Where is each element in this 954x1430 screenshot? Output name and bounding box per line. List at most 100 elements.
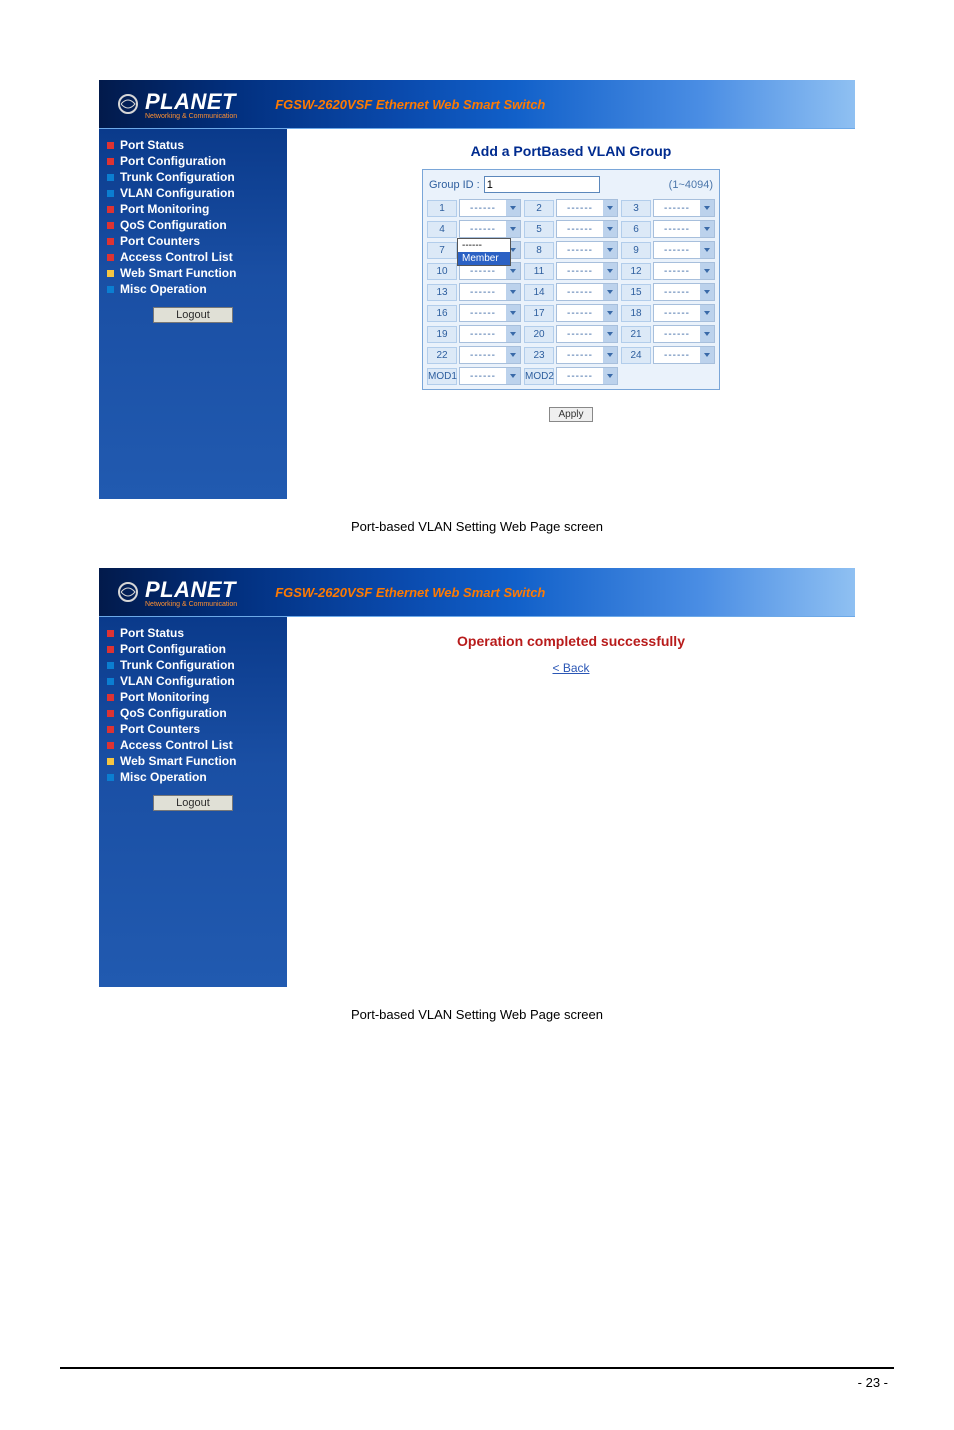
bullet-icon (107, 254, 114, 261)
product-name: FGSW-2620VSF Ethernet Web Smart Switch (275, 97, 545, 112)
chevron-down-icon (603, 242, 617, 258)
port-number-label: 20 (524, 326, 554, 343)
port-cell: 14------ (524, 283, 618, 301)
port-membership-select[interactable]: ------ (459, 220, 521, 238)
select-value: ------ (460, 371, 506, 382)
port-membership-select[interactable]: ------ (459, 304, 521, 322)
port-membership-select[interactable]: ------ (556, 325, 618, 343)
logout-button[interactable]: Logout (153, 307, 233, 323)
port-number-label: 23 (524, 347, 554, 364)
select-value: ------ (557, 329, 603, 340)
logout-button[interactable]: Logout (153, 795, 233, 811)
chevron-down-icon (506, 221, 520, 237)
port-membership-select[interactable]: ------ (556, 262, 618, 280)
sidebar-item-port-status[interactable]: Port Status (105, 625, 281, 641)
port-cell: 17------ (524, 304, 618, 322)
port-number-label: 7 (427, 242, 457, 259)
port-membership-select[interactable]: ------ (556, 346, 618, 364)
port-cell: 3------ (621, 199, 715, 217)
port-membership-select[interactable]: ------ (556, 220, 618, 238)
sidebar-item-qos-configuration[interactable]: QoS Configuration (105, 705, 281, 721)
sidebar-item-trunk-configuration[interactable]: Trunk Configuration (105, 169, 281, 185)
screenshot-vlan-success: PLANET Networking & Communication FGSW-2… (99, 568, 855, 987)
port-membership-select[interactable]: ------ (653, 325, 715, 343)
port-membership-select[interactable]: ------ (653, 304, 715, 322)
port-membership-select[interactable]: ------ (459, 367, 521, 385)
group-id-input[interactable] (484, 176, 600, 193)
membership-dropdown[interactable]: ------Member (457, 238, 511, 266)
port-membership-select[interactable]: ------ (556, 283, 618, 301)
sidebar-item-port-monitoring[interactable]: Port Monitoring (105, 201, 281, 217)
bullet-icon (107, 286, 114, 293)
logo-text: PLANET (145, 577, 236, 602)
sidebar-item-qos-configuration[interactable]: QoS Configuration (105, 217, 281, 233)
sidebar-item-access-control-list[interactable]: Access Control List (105, 249, 281, 265)
back-link[interactable]: < Back (299, 661, 843, 675)
port-membership-select[interactable]: ------ (653, 283, 715, 301)
chevron-down-icon (506, 368, 520, 384)
port-membership-select[interactable]: ------ (556, 367, 618, 385)
port-membership-select[interactable]: ------ (653, 220, 715, 238)
port-membership-select[interactable]: ------ (459, 346, 521, 364)
port-membership-select[interactable]: ------ (653, 262, 715, 280)
sidebar-item-port-counters[interactable]: Port Counters (105, 233, 281, 249)
sidebar-item-port-configuration[interactable]: Port Configuration (105, 153, 281, 169)
sidebar-item-port-configuration[interactable]: Port Configuration (105, 641, 281, 657)
port-membership-select[interactable]: ------ (459, 199, 521, 217)
sidebar-item-label: Port Status (120, 626, 184, 640)
port-number-label: 22 (427, 347, 457, 364)
select-value: ------ (460, 287, 506, 298)
port-membership-select[interactable]: ------ (653, 346, 715, 364)
sidebar-item-misc-operation[interactable]: Misc Operation (105, 769, 281, 785)
port-cell: 18------ (621, 304, 715, 322)
select-value: ------ (557, 350, 603, 361)
select-value: ------ (557, 203, 603, 214)
port-number-label: 2 (524, 200, 554, 217)
port-cell: 9------ (621, 241, 715, 259)
bullet-icon (107, 158, 114, 165)
port-membership-select[interactable]: ------ (556, 241, 618, 259)
sidebar-item-label: QoS Configuration (120, 218, 227, 232)
port-membership-select[interactable]: ------ (653, 241, 715, 259)
sidebar-item-port-status[interactable]: Port Status (105, 137, 281, 153)
sidebar-item-label: Port Configuration (120, 642, 226, 656)
port-membership-select[interactable]: ------ (556, 304, 618, 322)
port-number-label: 4 (427, 221, 457, 238)
bullet-icon (107, 174, 114, 181)
port-membership-select[interactable]: ------ (459, 325, 521, 343)
port-membership-select[interactable]: ------ (556, 199, 618, 217)
sidebar-item-port-counters[interactable]: Port Counters (105, 721, 281, 737)
sidebar-item-vlan-configuration[interactable]: VLAN Configuration (105, 185, 281, 201)
sidebar-item-web-smart-function[interactable]: Web Smart Function (105, 265, 281, 281)
port-cell: 8------ (524, 241, 618, 259)
chevron-down-icon (603, 305, 617, 321)
dropdown-option[interactable]: ------ (458, 239, 510, 252)
port-cell: 15------ (621, 283, 715, 301)
bullet-icon (107, 646, 114, 653)
port-cell: 4------------Member (427, 220, 521, 238)
port-membership-select[interactable]: ------ (459, 283, 521, 301)
port-number-label: 12 (621, 263, 651, 280)
port-cell: 13------ (427, 283, 521, 301)
sidebar-item-web-smart-function[interactable]: Web Smart Function (105, 753, 281, 769)
sidebar-item-misc-operation[interactable]: Misc Operation (105, 281, 281, 297)
sidebar-item-trunk-configuration[interactable]: Trunk Configuration (105, 657, 281, 673)
sidebar-item-port-monitoring[interactable]: Port Monitoring (105, 689, 281, 705)
apply-button[interactable]: Apply (549, 407, 592, 422)
brand-logo: PLANET Networking & Communication (117, 577, 237, 608)
bullet-icon (107, 710, 114, 717)
ports-grid: 1------2------3------4------------Member… (427, 199, 715, 385)
chevron-down-icon (603, 347, 617, 363)
bullet-icon (107, 630, 114, 637)
sidebar-item-label: Trunk Configuration (120, 170, 235, 184)
port-membership-select[interactable]: ------ (653, 199, 715, 217)
sidebar-item-access-control-list[interactable]: Access Control List (105, 737, 281, 753)
sidebar-item-vlan-configuration[interactable]: VLAN Configuration (105, 673, 281, 689)
port-number-label: 13 (427, 284, 457, 301)
chevron-down-icon (700, 284, 714, 300)
main-panel: Operation completed successfully < Back (287, 617, 855, 987)
vlan-group-box: Group ID : (1~4094) 1------2------3-----… (422, 169, 720, 390)
dropdown-option[interactable]: Member (458, 252, 510, 265)
sidebar: Port StatusPort ConfigurationTrunk Confi… (99, 129, 287, 499)
sidebar-item-label: Access Control List (120, 250, 233, 264)
